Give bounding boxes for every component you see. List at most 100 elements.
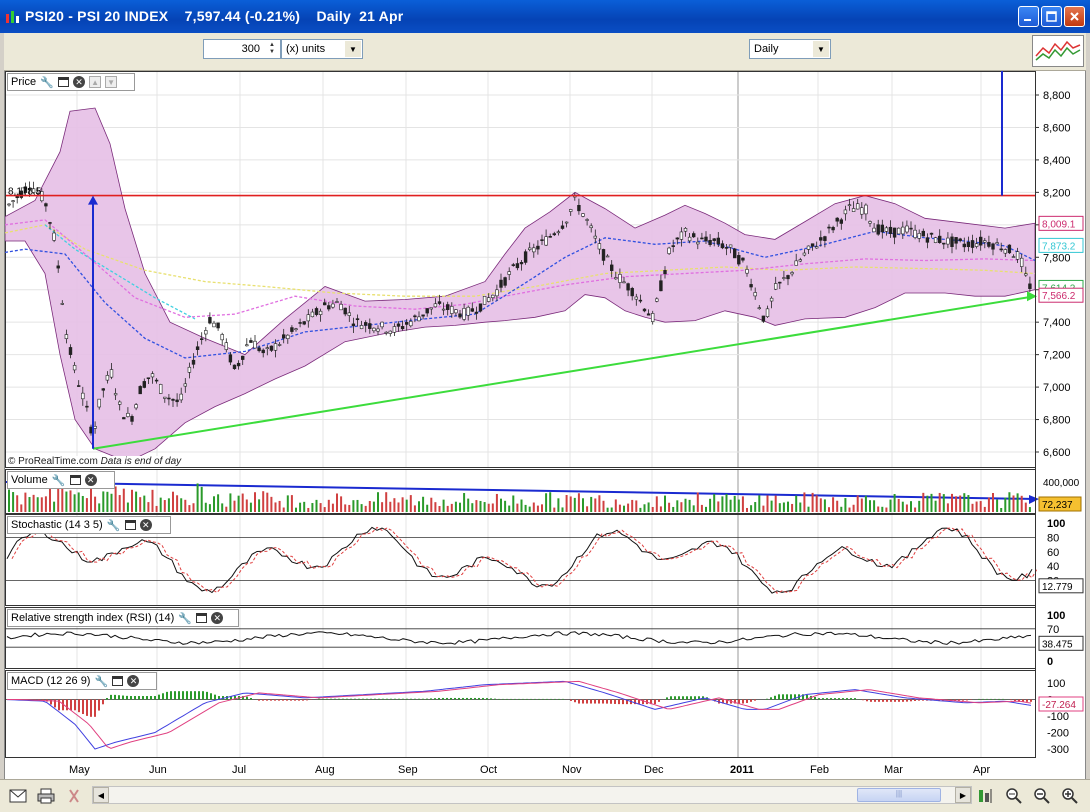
- screener-icon[interactable]: [976, 786, 996, 806]
- candle-body: [89, 426, 93, 434]
- horizontal-scrollbar[interactable]: ◀ ||| ▶: [92, 786, 972, 804]
- window-icon[interactable]: [58, 77, 70, 87]
- candle-body: [105, 375, 110, 381]
- wrench-icon[interactable]: 🔧: [106, 519, 121, 532]
- macd-histogram-bar: [1022, 699, 1024, 702]
- candle-body: [937, 235, 942, 243]
- candle-body: [208, 317, 212, 324]
- macd-histogram-bar: [510, 698, 512, 700]
- chevron-down-icon[interactable]: ▼: [345, 41, 361, 57]
- close-icon[interactable]: ✕: [127, 675, 140, 687]
- units-stepper[interactable]: 300 ▲ ▼: [203, 39, 281, 59]
- volume-bar: [741, 496, 744, 512]
- macd-histogram-bar: [882, 699, 884, 702]
- candle-body: [987, 242, 991, 247]
- candle-body: [765, 308, 770, 317]
- disabled-icon[interactable]: [64, 786, 84, 806]
- volume-bar: [897, 498, 900, 512]
- candle-body: [286, 334, 290, 339]
- chart-style-button[interactable]: [1032, 35, 1084, 67]
- macd-histogram-bar: [1010, 699, 1012, 701]
- volume-bar: [73, 494, 76, 512]
- candle-body: [482, 296, 487, 305]
- price-tag-label: 7,566.2: [1042, 291, 1076, 302]
- macd-histogram-bar: [170, 691, 172, 700]
- macd-histogram-bar: [870, 699, 872, 702]
- close-icon[interactable]: ✕: [73, 76, 86, 88]
- volume-bar: [344, 504, 347, 512]
- macd-histogram-bar: [434, 698, 436, 700]
- spin-icon[interactable]: ▲ ▼: [269, 42, 275, 55]
- volume-bar: [926, 495, 929, 512]
- window-icon[interactable]: [69, 475, 81, 485]
- units-select[interactable]: (x) units ▼: [281, 39, 363, 59]
- volume-tag-label: 72,237: [1042, 500, 1073, 511]
- scroll-thumb[interactable]: |||: [857, 788, 941, 802]
- candle-body: [532, 247, 536, 253]
- macd-histogram-bar: [594, 699, 596, 704]
- macd-histogram-bar: [306, 699, 308, 701]
- candle-body: [212, 322, 216, 328]
- volume-bar: [463, 493, 466, 512]
- candle-body: [384, 331, 388, 334]
- arrow-down-icon[interactable]: ▼: [105, 76, 118, 88]
- candle-body: [27, 188, 32, 191]
- minimize-button[interactable]: [1018, 6, 1039, 27]
- volume-bar: [873, 500, 876, 512]
- macd-histogram-bar: [862, 699, 864, 701]
- candle-body: [122, 417, 126, 420]
- print-icon[interactable]: [36, 786, 56, 806]
- macd-histogram-bar: [182, 691, 184, 700]
- macd-histogram-bar: [1026, 699, 1028, 702]
- candle-body: [298, 322, 302, 324]
- candle-body: [1028, 283, 1032, 289]
- candle-body: [1007, 244, 1012, 254]
- zoom-in-icon[interactable]: [1060, 786, 1080, 806]
- macd-histogram-bar: [262, 699, 264, 701]
- volume-bar: [176, 495, 179, 512]
- wrench-icon[interactable]: 🔧: [94, 675, 109, 688]
- macd-histogram-bar: [114, 694, 116, 700]
- window-icon[interactable]: [124, 520, 136, 530]
- macd-histogram-bar: [490, 698, 492, 700]
- macd-histogram-bar: [610, 699, 612, 704]
- scroll-left-icon[interactable]: ◀: [93, 787, 109, 803]
- period-select[interactable]: Daily ▼: [749, 39, 831, 59]
- mail-icon[interactable]: [8, 786, 28, 806]
- stochastic-axis-label: 100: [1047, 518, 1065, 530]
- candle-body: [609, 264, 614, 271]
- macd-histogram-bar: [146, 696, 148, 700]
- close-icon[interactable]: ✕: [84, 474, 97, 486]
- close-icon[interactable]: ✕: [139, 519, 152, 531]
- candle-body: [835, 217, 839, 222]
- maximize-button[interactable]: [1041, 6, 1062, 27]
- candle-body: [655, 298, 659, 302]
- window-icon[interactable]: [112, 676, 124, 686]
- candle-body: [478, 303, 483, 312]
- candle-body: [85, 405, 89, 408]
- close-icon[interactable]: ✕: [211, 612, 224, 624]
- close-button[interactable]: [1064, 6, 1085, 27]
- candle-body: [864, 204, 868, 215]
- price-axis-label: 6,600: [1043, 447, 1071, 459]
- candle-body: [327, 305, 331, 310]
- wrench-icon[interactable]: 🔧: [40, 76, 54, 89]
- chevron-down-icon[interactable]: ▼: [813, 41, 829, 57]
- wrench-icon[interactable]: 🔧: [51, 474, 66, 487]
- chart-canvas[interactable]: May Jun Jul Aug Sep Oct Nov Dec 2011 Feb Mar Apr 8,8…: [5, 71, 1085, 779]
- volume-bar: [856, 495, 859, 512]
- macd-histogram-bar: [806, 694, 808, 700]
- zoom-in-out-icon[interactable]: [1004, 786, 1024, 806]
- macd-axis-label: -100: [1047, 711, 1069, 723]
- zoom-out-icon[interactable]: [1032, 786, 1052, 806]
- macd-histogram-bar: [682, 696, 684, 700]
- volume-bar: [643, 504, 646, 512]
- window-icon[interactable]: [196, 613, 208, 623]
- candle-body: [798, 259, 803, 262]
- candle-body: [191, 359, 196, 365]
- wrench-icon[interactable]: 🔧: [178, 612, 193, 625]
- candle-body: [720, 243, 725, 249]
- candle-body: [138, 386, 142, 395]
- scroll-right-icon[interactable]: ▶: [955, 787, 971, 803]
- arrow-up-icon[interactable]: ▲: [89, 76, 102, 88]
